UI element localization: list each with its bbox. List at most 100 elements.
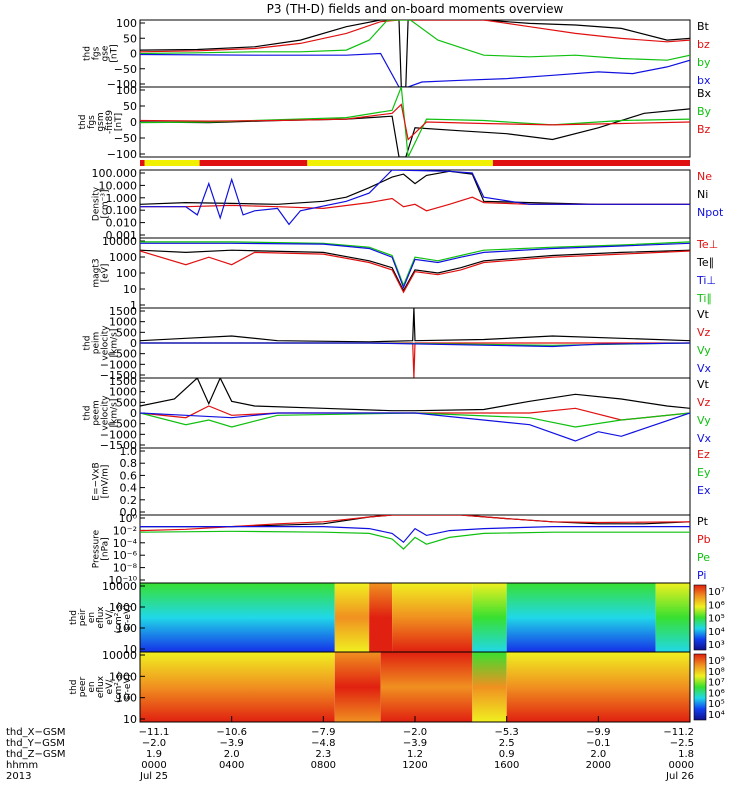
legend-entry: Vx — [697, 362, 712, 375]
y-tick-label: 10000 — [102, 649, 137, 662]
legend-entry: Bx — [697, 87, 712, 100]
ephemeris-row-label: hhmm — [6, 760, 38, 771]
y-tick-label: 0.2 — [120, 494, 138, 507]
colorbar-tick-label: 10⁹ — [708, 656, 725, 667]
y-axis-label-line: (cm²-s- — [114, 601, 124, 633]
y-axis-label-line: thd — [83, 406, 93, 421]
panel-frame — [139, 447, 691, 516]
ephemeris-row-label: 2013 — [6, 771, 31, 782]
y-tick-label: 1000 — [109, 386, 137, 399]
heatmap-band — [369, 583, 393, 652]
panel-fgs-gsm: 100 50 0 −50 −100 thdfgsgsm-fit89[nT] Bx By Bz — [78, 84, 712, 161]
y-axis-label-line: sr-eV) — [123, 674, 133, 700]
y-axis-label-line: magt3 — [92, 258, 102, 287]
y-axis-label-line: sr-eV) — [123, 604, 133, 630]
y-tick-label: 100 — [116, 622, 137, 635]
panel-fgs-gse: 100 50 0 −50 −100 thdfgsgse[nT] Bt bz by bx — [83, 17, 711, 91]
y-tick-label: 10⁻⁸ — [113, 562, 138, 575]
y-tick-label: 0 — [130, 337, 137, 350]
y-tick-label: −100 — [107, 148, 137, 161]
y-tick-label: 0.100 — [106, 204, 138, 217]
heatmap-band — [506, 583, 656, 652]
y-tick-label: 50 — [123, 100, 137, 113]
y-tick-label: 0.4 — [120, 482, 138, 495]
y-axis-label-line: Density — [92, 186, 102, 221]
y-tick-label: 100 — [116, 17, 137, 30]
series-line-te — [140, 250, 690, 294]
y-tick-label: 1000 — [109, 316, 137, 329]
series-group — [140, 241, 690, 294]
legend-entry: Bz — [697, 123, 711, 136]
colorbar-tick-label: 10⁴ — [708, 627, 725, 638]
x-tick-label: −3.9 — [403, 738, 427, 749]
legend-entry: Te∥ — [696, 256, 714, 269]
legend-entry: Vy — [697, 414, 711, 427]
x-tick-label: −2.0 — [403, 727, 427, 738]
y-tick-label: 1 — [130, 299, 137, 312]
y-axis-label-line: Pressure — [92, 529, 102, 568]
legend-entry: Pe — [697, 551, 710, 564]
x-tick-label: 2.5 — [499, 738, 515, 749]
y-tick-label: −1000 — [100, 358, 137, 371]
y-tick-label: 10⁻² — [113, 524, 137, 537]
y-tick-label: 500 — [116, 396, 137, 409]
panel-temperature: 10000 1000 100 10 1 magt3[eV] Te⊥ Te∥ Ti⊥ Ti∥ — [92, 235, 719, 312]
heatmap-band — [506, 652, 690, 722]
y-axis-label: thdpeemvelocity[km/s] — [83, 395, 120, 431]
x-tick-label: 1.8 — [678, 749, 694, 760]
y-tick-label: 0.0 — [120, 506, 138, 519]
heatmap-band — [472, 652, 507, 722]
panel-frame — [139, 514, 691, 584]
legend-entry: Ex — [697, 484, 711, 497]
legend-entry: Ti∥ — [696, 292, 712, 305]
y-axis-label-line: eflux — [96, 606, 106, 629]
y-tick-label: −500 — [107, 348, 137, 361]
y-tick-label: −50 — [114, 63, 137, 76]
colorbar-tick-label: 10⁸ — [708, 667, 725, 678]
series-line-vt — [140, 308, 690, 343]
series-line-bz — [140, 103, 690, 141]
x-tick-label: 1.9 — [146, 749, 162, 760]
legend-entry: Vx — [697, 432, 712, 445]
x-tick-label: 2000 — [586, 760, 611, 771]
ephemeris-row-label: thd_Z−GSM — [6, 749, 66, 760]
y-tick-label: 1000 — [109, 601, 137, 614]
y-tick-label: 10 — [123, 283, 137, 296]
series-group — [140, 20, 690, 87]
series-line-by — [140, 20, 690, 61]
y-tick-label: 10⁻¹⁰ — [108, 574, 137, 587]
mode-bar — [140, 160, 690, 166]
y-axis-label-line: fgs — [92, 46, 102, 60]
mode-bar-segment — [144, 160, 200, 166]
legend-entry: bz — [697, 38, 710, 51]
y-tick-label: 1.000 — [106, 192, 138, 205]
y-axis-label-line: peer — [78, 676, 88, 697]
legend-entry: Vt — [697, 378, 710, 391]
y-axis-label-line: [nT] — [110, 44, 120, 62]
y-axis-label-line: thd — [69, 610, 79, 625]
x-tick-label: −11.1 — [139, 727, 170, 738]
y-axis-label-line: [cm⁻³] — [101, 189, 111, 218]
series-line-ti — [140, 241, 690, 287]
y-axis-label-line: [nPa] — [101, 537, 111, 560]
y-tick-label: 500 — [116, 326, 137, 339]
legend-entry: Vt — [697, 308, 710, 321]
y-tick-label: 1000 — [109, 670, 137, 683]
mode-bar-segment — [199, 160, 308, 166]
series-line-vx — [140, 412, 690, 442]
y-axis-label: thdpeirenefluxeV/(cm²-s-sr-eV) — [69, 601, 133, 633]
y-axis-label: Density[cm⁻³] — [92, 186, 111, 221]
heatmap-band — [655, 583, 690, 652]
y-axis-label-line: thd — [83, 46, 93, 61]
series-line-ni — [140, 170, 690, 205]
y-axis-label: thdpeerenefluxeV/(cm²-s-sr-eV) — [69, 671, 133, 703]
y-axis-label-line: thd — [83, 336, 93, 351]
legend-entry: Ti⊥ — [696, 274, 716, 287]
colorbar-tick-label: 10⁷ — [708, 587, 725, 598]
y-tick-label: 10⁻⁴ — [113, 537, 138, 550]
y-axis-label-line: en — [87, 612, 97, 623]
y-axis-label: thdpeimvelocity[km/s] — [83, 325, 120, 361]
